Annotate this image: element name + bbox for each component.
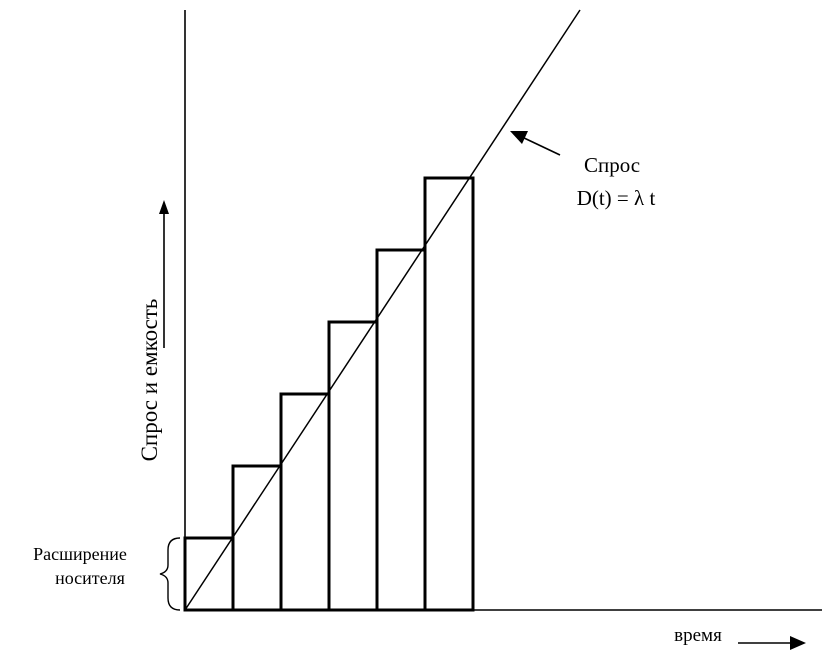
capacity-step-6	[423, 176, 475, 612]
capacity-steps	[183, 176, 475, 612]
expansion-brace	[159, 537, 181, 611]
demand-line	[184, 9, 581, 611]
capacity-step-4	[327, 320, 379, 612]
y-axis-direction-arrowhead	[159, 200, 169, 214]
demand-pointer-arrow	[521, 136, 561, 156]
demand-title: Спрос	[584, 153, 640, 177]
capacity-step-2	[231, 464, 283, 612]
x-axis-label: время	[674, 625, 722, 646]
y-axis-label: Спрос и емкость	[137, 299, 162, 462]
expansion-label-line2: носителя	[55, 568, 125, 588]
expansion-label-line1: Расширение	[33, 544, 127, 564]
capacity-step-5	[375, 248, 427, 612]
x-axis-direction-arrowhead	[790, 636, 806, 650]
demand-pointer-arrowhead	[510, 131, 528, 144]
demand-formula: D(t) = λ t	[577, 186, 656, 210]
